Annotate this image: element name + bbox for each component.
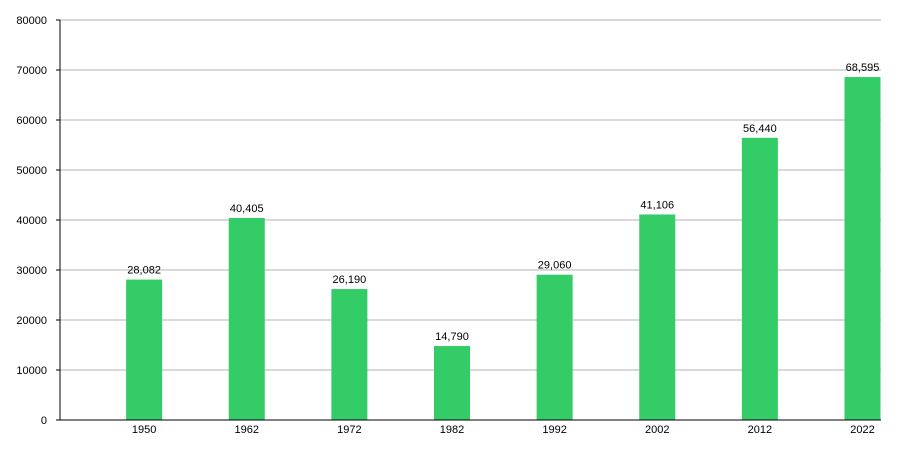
x-tick-label: 1972 [337,424,361,436]
data-label: 56,440 [743,123,777,135]
x-tick-label: 1992 [542,424,566,436]
bar-1950 [126,279,163,420]
bar-2002 [639,214,676,420]
bar-2012 [741,137,778,421]
data-label: 41,106 [640,199,674,211]
y-tick-label: 0 [41,415,47,427]
x-tick-label: 1962 [235,424,259,436]
y-tick-label: 40000 [16,215,47,227]
data-label: 26,190 [333,274,367,286]
y-tick-label: 20000 [16,315,47,327]
data-label: 29,060 [538,260,572,272]
x-tick-label: 1950 [132,424,156,436]
x-tick-label: 2012 [748,424,772,436]
bar-1972 [331,289,368,420]
data-label: 14,790 [435,331,469,343]
y-tick-label: 50000 [16,165,47,177]
labels: 0 10000 20000 30000 40000 50000 60000 70000 8000… [16,15,879,436]
bar-1992 [536,274,573,420]
data-label: 68,595 [846,62,880,74]
bar-2022 [844,77,881,421]
bar-1982 [434,346,470,420]
bar-1962 [228,217,265,420]
y-tick-label: 60000 [16,115,47,127]
y-tick-label: 70000 [16,65,47,77]
x-tick-label: 2002 [645,424,669,436]
x-tick-label: 2022 [850,424,874,436]
x-tick-label: 1982 [440,424,464,436]
bars [126,77,881,421]
gridlines [60,19,881,371]
data-label: 40,405 [230,203,264,215]
axes [56,19,881,421]
y-tick-label: 10000 [16,365,47,377]
y-tick-label: 80000 [16,15,47,27]
data-label: 28,082 [127,265,161,277]
y-tick-label: 30000 [16,265,47,277]
